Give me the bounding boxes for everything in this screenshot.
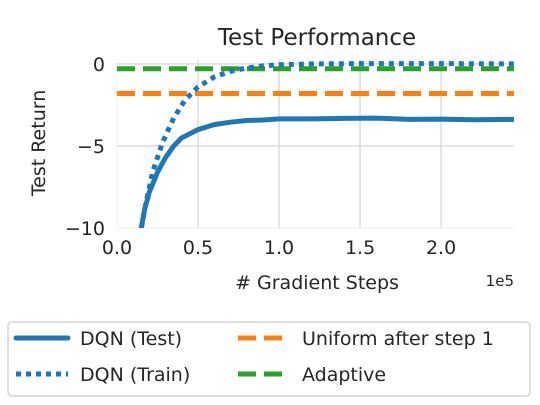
x-tick-label: 0.0: [102, 237, 132, 259]
legend-label-dqn-train: DQN (Train): [80, 364, 190, 386]
legend: DQN (Test) DQN (Train) Uniform after step …: [7, 321, 531, 397]
x-tick-label: 1.0: [264, 237, 294, 259]
series-layer: [117, 61, 514, 228]
series-line-dqn-train: [138, 61, 514, 228]
tick-labels: 0.0 0.5 1.0 1.5 2.0 −10 −5 0: [65, 54, 456, 259]
legend-label-dqn-test: DQN (Test): [80, 328, 182, 350]
y-axis-label: Test Return: [28, 90, 50, 198]
x-axis-exponent: 1e5: [486, 272, 514, 290]
x-tick-label: 0.5: [183, 237, 213, 259]
x-axis-label: # Gradient Steps: [235, 272, 399, 294]
legend-label-adaptive: Adaptive: [302, 364, 386, 386]
legend-frame: [7, 321, 531, 397]
plot-frame: [116, 58, 515, 229]
x-tick-label: 1.5: [345, 237, 375, 259]
y-tick-label: −10: [65, 218, 105, 240]
y-tick-label: −5: [77, 136, 105, 158]
legend-label-uniform-after-step-1: Uniform after step 1: [302, 328, 494, 350]
y-tick-label: 0: [93, 54, 105, 76]
series-line-dqn-test: [138, 115, 514, 228]
x-tick-label: 2.0: [426, 237, 456, 259]
chart-title: Test Performance: [217, 25, 416, 51]
